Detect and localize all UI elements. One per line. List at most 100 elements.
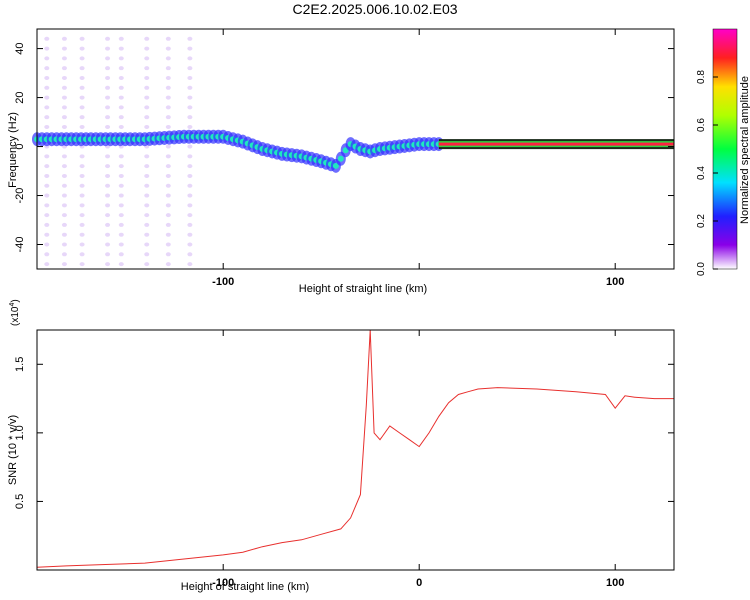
spectrogram-noise-cell [187,193,193,198]
spectrogram-noise-cell [79,105,85,110]
spectrogram-y-tick-label: -20 [14,188,26,204]
spectrogram-noise-cell [118,95,124,100]
spectrogram-noise-cell [144,173,150,178]
spectrogram-noise-cell [165,173,171,178]
spectrogram-noise-cell [61,95,67,100]
spectrogram-noise-cell [44,193,50,198]
spectrogram-noise-cell [165,183,171,188]
spectrogram-noise-cell [105,115,111,120]
spectrogram-noise-cell [187,85,193,90]
spectrogram-noise-cell [79,213,85,218]
spectrogram-noise-cell [105,56,111,61]
spectrogram-noise-cell [44,222,50,227]
spectrogram-noise-cell [165,56,171,61]
spectrogram-x-axis-label: Height of straight line (km) [299,283,427,295]
spectrogram-noise-cell [165,66,171,71]
snr-x-axis-label: Height of straight line (km) [181,581,309,593]
spectrogram-noise-cell [61,56,67,61]
spectrogram-noise-cell [79,56,85,61]
snr-x-tick-label: 100 [606,577,624,589]
spectrogram-noise-cell [118,46,124,51]
spectrogram-noise-cell [187,164,193,169]
spectrogram-noise-cell [165,252,171,257]
spectrogram-noise-cell [144,66,150,71]
spectrogram-noise-cell [165,85,171,90]
spectrogram-noise-cell [118,183,124,188]
spectrogram-noise-cell [79,115,85,120]
spectrogram-noise-cell [165,203,171,208]
spectrogram-noise-cell [144,193,150,198]
spectrogram-noise-cell [44,85,50,90]
spectrogram-noise-cell [105,173,111,178]
spectrogram-noise-cell [165,213,171,218]
spectrogram-noise-cell [118,262,124,267]
snr-x-tick-label: -100 [212,577,234,589]
spectrogram-noise-cell [144,85,150,90]
spectrogram-noise-cell [105,164,111,169]
spectrogram-noise-cell [165,193,171,198]
spectrogram-noise-cell [144,222,150,227]
spectrogram-noise-cell [105,85,111,90]
spectrogram-noise-cell [44,262,50,267]
colorbar-gradient [712,28,738,270]
spectrogram-noise-cell [61,66,67,71]
spectrogram-noise-cell [187,36,193,41]
spectrogram-noise-cell [105,36,111,41]
snr-scale-label: (x104) [9,299,21,326]
spectrogram-noise-cell [44,105,50,110]
spectrogram-noise-cell [118,173,124,178]
spectrogram-noise-cell [144,262,150,267]
spectrogram-noise-cell [187,232,193,237]
spectrogram-noise-cell [79,85,85,90]
spectrogram-axes: -100 100 -40 -20 0 20 40 [14,29,674,288]
colorbar-tick-label: 0.2 [696,214,707,228]
spectrogram-noise-cell [61,262,67,267]
spectrogram-noise-cell [187,222,193,227]
spectrogram-noise-cell [44,232,50,237]
spectrogram-noise-cell [187,213,193,218]
spectrogram-noise-cell [118,193,124,198]
spectrogram-noise-cell [144,203,150,208]
spectrogram-noise-cell [118,252,124,257]
spectrogram-noise-cell [44,95,50,100]
spectrogram-noise-cell [105,183,111,188]
snr-series-line [36,329,674,568]
spectrogram-noise-cell [118,232,124,237]
spectrogram-y-tick-label: -40 [14,237,26,253]
spectrogram-noise-cell [165,262,171,267]
spectrogram-noise-cell [165,232,171,237]
spectrogram-noise-cell [187,66,193,71]
spectrogram-noise-cell [187,183,193,188]
spectrogram-noise-cell [79,232,85,237]
spectrogram-noise-cell [118,154,124,159]
spectrogram-noise-cell [187,95,193,100]
spectrogram-noise-cell [79,164,85,169]
spectrogram-noise-cell [165,46,171,51]
spectrogram-noise-cell [165,75,171,80]
spectrogram-noise-cell [44,36,50,41]
spectrogram-noise-cell [187,46,193,51]
spectrogram-noise-cell [61,213,67,218]
spectrogram-noise-cell [187,124,193,129]
spectrogram-noise-cell [105,242,111,247]
spectrogram-x-tick-label: 100 [606,276,624,288]
spectrogram-noise-cell [144,164,150,169]
spectrogram-noise-cell [105,105,111,110]
snr-y-axis-label: SNR (10 * v/v) [7,415,19,485]
spectrogram-noise-cell [165,144,171,149]
spectrogram-noise-cell [79,36,85,41]
spectrogram-noise-cell [44,154,50,159]
spectrogram-noise-cell [187,242,193,247]
spectrogram-noise-cell [105,66,111,71]
spectrogram-noise-cell [105,232,111,237]
spectrogram-noise-cell [79,46,85,51]
spectrogram-noise-cell [165,115,171,120]
spectrogram-noise-cell [79,66,85,71]
snr-x-tick-label: 0 [416,577,422,589]
spectrogram-marks [32,36,674,267]
spectrogram-band-peak [438,142,674,146]
spectrogram-noise-cell [61,105,67,110]
spectrogram-noise-cell [187,144,193,149]
spectrogram-noise-cell [118,203,124,208]
spectrogram-noise-cell [105,95,111,100]
